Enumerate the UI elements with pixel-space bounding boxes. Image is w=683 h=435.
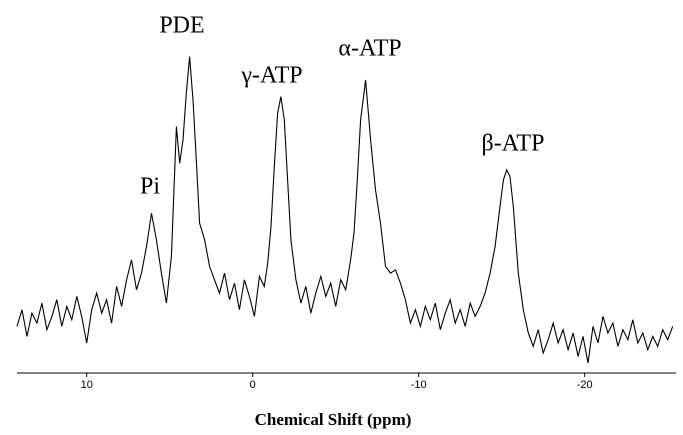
peak-label: α-ATP <box>338 36 401 62</box>
x-tick-label: 0 <box>250 379 256 391</box>
x-tick-label: -10 <box>411 379 427 391</box>
peak-label: PDE <box>159 13 204 39</box>
x-tick-label: 10 <box>81 379 93 391</box>
spectrum-line <box>16 56 674 364</box>
x-tick-label: -20 <box>577 379 593 391</box>
peak-label: Pi <box>140 174 160 200</box>
peak-label: γ-ATP <box>240 63 302 89</box>
x-axis-label: Chemical Shift (ppm) <box>255 410 412 429</box>
peak-label: β-ATP <box>482 131 545 157</box>
